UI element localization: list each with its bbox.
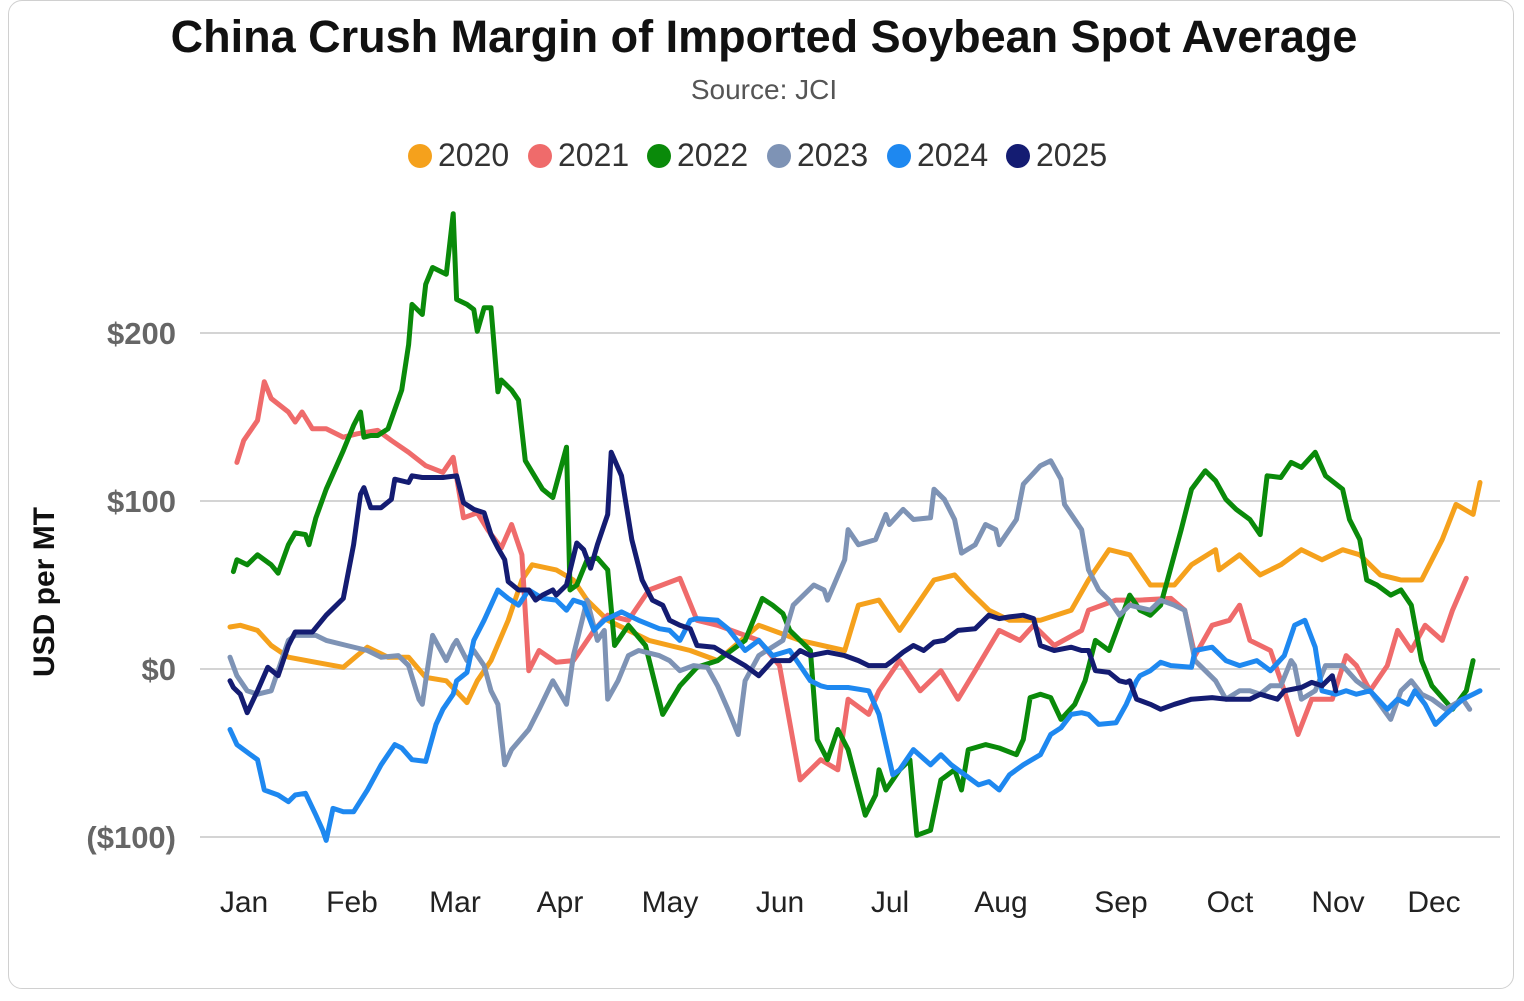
x-tick-label: Jan: [220, 886, 268, 919]
x-axis-ticks: Jan Feb Mar Apr May Jun Jul Aug Sep Oct Nov Dec: [220, 886, 1461, 919]
x-tick-label: Nov: [1311, 886, 1364, 919]
series-line-2020: [227, 480, 1483, 706]
x-tick-label: Jul: [871, 886, 909, 919]
legend: 2020 2021 2022 2023 2024 2025: [408, 137, 1107, 173]
series-line-2022: [230, 211, 1476, 838]
chart-subtitle: Source: JCI: [691, 74, 837, 105]
legend-item-2020[interactable]: 2020: [408, 137, 509, 173]
x-tick-label: Sep: [1094, 886, 1147, 919]
legend-item-2024[interactable]: 2024: [887, 137, 988, 173]
y-tick-label: $0: [142, 652, 176, 687]
y-axis-ticks: $200 $100 $0 ($100): [86, 316, 176, 855]
legend-label: 2021: [558, 137, 629, 173]
chart-title: China Crush Margin of Imported Soybean S…: [171, 11, 1358, 62]
legend-marker: [1006, 144, 1030, 168]
legend-label: 2023: [797, 137, 868, 173]
legend-item-2025[interactable]: 2025: [1006, 137, 1107, 173]
x-tick-label: Dec: [1407, 886, 1460, 919]
series-line-2021: [234, 379, 1469, 783]
legend-label: 2022: [677, 137, 748, 173]
legend-item-2023[interactable]: 2023: [767, 137, 868, 173]
x-tick-label: Jun: [756, 886, 804, 919]
series-line-2025: [227, 449, 1339, 716]
legend-marker: [528, 144, 552, 168]
legend-marker: [767, 144, 791, 168]
plot-area: [227, 211, 1483, 843]
legend-marker: [647, 144, 671, 168]
legend-marker: [887, 144, 911, 168]
x-tick-label: Oct: [1207, 886, 1254, 919]
series-line-2024: [227, 587, 1483, 843]
y-tick-label: $100: [107, 484, 176, 519]
legend-item-2021[interactable]: 2021: [528, 137, 629, 173]
x-tick-label: Mar: [429, 886, 481, 919]
y-tick-label: $200: [107, 316, 176, 351]
series-line-2023: [227, 458, 1473, 768]
x-tick-label: Aug: [974, 886, 1027, 919]
x-tick-label: Apr: [537, 886, 584, 919]
legend-label: 2024: [917, 137, 988, 173]
x-tick-label: Feb: [326, 886, 378, 919]
legend-label: 2025: [1036, 137, 1107, 173]
chart-frame: [8, 0, 1514, 989]
y-axis-label: USD per MT: [28, 507, 61, 677]
legend-item-2022[interactable]: 2022: [647, 137, 748, 173]
legend-label: 2020: [438, 137, 509, 173]
y-tick-label: ($100): [86, 820, 176, 855]
x-tick-label: May: [642, 886, 699, 919]
legend-marker: [408, 144, 432, 168]
